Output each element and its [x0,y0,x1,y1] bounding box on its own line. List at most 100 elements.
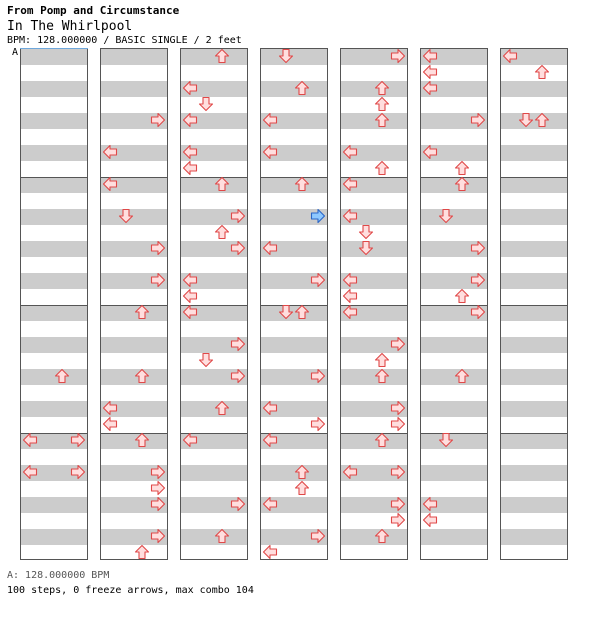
left-arrow-icon [262,400,278,416]
row-band [501,209,567,225]
right-arrow-icon [390,464,406,480]
up-arrow-icon [294,480,310,496]
up-arrow-icon [134,432,150,448]
row-band [261,529,327,545]
row-band [261,209,327,225]
left-arrow-icon [262,144,278,160]
bpm-change-line [20,48,88,49]
row-band [181,369,247,385]
row-band [21,497,87,513]
right-arrow-icon [390,48,406,64]
left-arrow-icon [182,288,198,304]
right-arrow-icon [70,464,86,480]
row-band [181,465,247,481]
row-band [501,401,567,417]
left-arrow-icon [262,112,278,128]
right-arrow-icon [470,272,486,288]
row-band [261,81,327,97]
row-band [21,529,87,545]
up-arrow-icon [534,112,550,128]
left-arrow-icon [182,160,198,176]
left-arrow-icon [102,400,118,416]
left-arrow-icon [422,496,438,512]
row-band [101,401,167,417]
row-band [501,113,567,129]
right-arrow-icon [150,480,166,496]
row-band [341,113,407,129]
down-arrow-icon [118,208,134,224]
row-band [501,177,567,193]
chart-column-1 [20,48,88,560]
down-arrow-icon [358,224,374,240]
row-band [101,177,167,193]
left-arrow-icon [422,512,438,528]
row-band [341,529,407,545]
right-arrow-icon [150,272,166,288]
left-arrow-icon [342,144,358,160]
chart-column-3 [180,48,248,560]
row-band [101,209,167,225]
left-arrow-icon [102,416,118,432]
right-arrow-icon [230,240,246,256]
left-arrow-icon [262,240,278,256]
row-band [101,497,167,513]
row-band [341,433,407,449]
up-arrow-icon [534,64,550,80]
up-arrow-icon [294,304,310,320]
row-band [21,305,87,321]
right-arrow-icon [310,272,326,288]
row-band [421,209,487,225]
row-band [21,369,87,385]
right-arrow-icon [230,496,246,512]
row-band [181,337,247,353]
right-arrow-icon [390,400,406,416]
row-band [101,49,167,65]
right-arrow-icon [390,416,406,432]
row-band [21,465,87,481]
right-arrow-icon [390,512,406,528]
down-arrow-icon [438,208,454,224]
row-band [181,177,247,193]
row-band [421,337,487,353]
row-band [181,529,247,545]
left-arrow-icon [502,48,518,64]
row-band [341,305,407,321]
right-arrow-icon [230,208,246,224]
row-band [341,465,407,481]
down-arrow-icon [198,96,214,112]
up-arrow-icon [134,544,150,560]
up-arrow-icon [374,112,390,128]
row-band [261,273,327,289]
row-band [341,49,407,65]
up-arrow-icon [454,288,470,304]
row-band [21,145,87,161]
row-band [261,337,327,353]
row-band [421,145,487,161]
right-arrow-icon [310,416,326,432]
left-arrow-icon [422,80,438,96]
chart-column-2 [100,48,168,560]
row-band [421,465,487,481]
chart-column-5 [340,48,408,560]
row-band [501,49,567,65]
row-band [341,145,407,161]
chart-column-7 [500,48,568,560]
down-arrow-icon [438,432,454,448]
row-band [421,369,487,385]
row-band [261,241,327,257]
row-band [501,273,567,289]
row-band [421,177,487,193]
row-band [421,49,487,65]
left-arrow-icon [22,432,38,448]
up-arrow-icon [374,160,390,176]
row-band [341,401,407,417]
up-arrow-icon [454,368,470,384]
up-arrow-icon [374,80,390,96]
row-band [501,81,567,97]
row-band [341,497,407,513]
row-band [501,369,567,385]
up-arrow-icon [54,368,70,384]
row-band [341,273,407,289]
right-arrow-icon [470,240,486,256]
left-arrow-icon [182,272,198,288]
